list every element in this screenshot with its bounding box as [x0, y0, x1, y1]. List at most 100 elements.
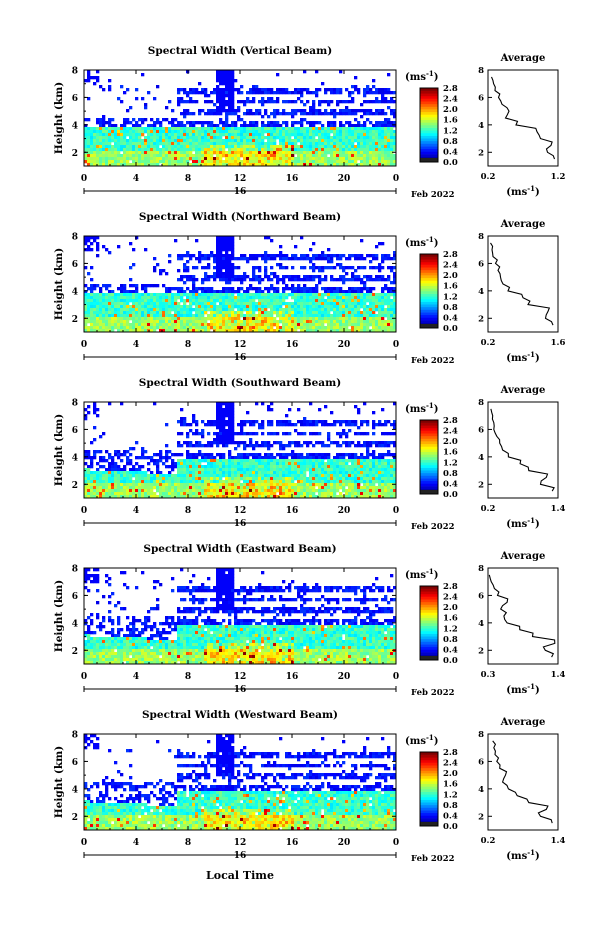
- y-axis-label: Height (km): [53, 746, 65, 818]
- x-tick-label: 0: [393, 174, 399, 184]
- average-unit-label: (ms-1): [506, 184, 539, 198]
- colorbar-tick-label: 2.0: [443, 603, 458, 613]
- x-tick-label: 0: [81, 838, 87, 848]
- date-day-label: 16: [234, 187, 247, 197]
- y-axis-label: Height (km): [53, 580, 65, 652]
- avg-x-tick-label: 0.3: [481, 670, 496, 680]
- colorbar: 0.00.40.81.21.62.02.42.8: [420, 748, 458, 832]
- avg-x-tick-label: 1.4: [551, 504, 566, 514]
- colorbar-tick-label: 0.8: [443, 801, 458, 811]
- date-month-label: Feb 2022: [411, 190, 455, 200]
- avg-y-tick-label: 6: [478, 93, 484, 103]
- avg-y-tick-label: 6: [478, 259, 484, 269]
- date-month-label: Feb 2022: [411, 356, 455, 366]
- colorbar-floor: [420, 490, 438, 494]
- heatmap-cells: [84, 734, 396, 830]
- colorbar-unit-label: (ms-1): [405, 69, 438, 83]
- colorbar-tick-label: 2.8: [443, 250, 458, 260]
- panel-title: Spectral Width (Eastward Beam): [143, 543, 336, 555]
- avg-y-tick-label: 4: [478, 453, 484, 463]
- colorbar-tick-label: 1.2: [443, 126, 458, 136]
- average-frame: [488, 236, 558, 332]
- y-tick-label: 8: [72, 731, 78, 741]
- spectral-width-panel: Spectral Width (Southward Beam)2468Heigh…: [53, 377, 565, 532]
- avg-y-tick-label: 2: [478, 480, 484, 490]
- average-profile-line: [491, 409, 554, 491]
- colorbar-tick-label: 2.0: [443, 769, 458, 779]
- colorbar-tick-label: 0.8: [443, 137, 458, 147]
- y-tick-label: 2: [72, 149, 78, 159]
- avg-y-tick-label: 4: [478, 785, 484, 795]
- spectral-width-panel: Spectral Width (Eastward Beam)2468Height…: [53, 543, 565, 698]
- colorbar-tick-label: 0.4: [443, 479, 458, 489]
- colorbar-tick-label: 0.0: [443, 822, 458, 832]
- x-tick-label: 0: [81, 340, 87, 350]
- colorbar-tick-label: 0.4: [443, 645, 458, 655]
- heatmap-cells: [84, 70, 396, 166]
- colorbar-tick-label: 1.2: [443, 292, 458, 302]
- avg-y-tick-label: 6: [478, 757, 484, 767]
- x-tick-label: 8: [185, 672, 191, 682]
- colorbar-tick-label: 2.4: [443, 593, 458, 603]
- x-tick-label: 20: [338, 506, 351, 516]
- y-tick-label: 2: [72, 481, 78, 491]
- avg-y-tick-label: 8: [478, 564, 484, 574]
- average-title: Average: [500, 717, 546, 728]
- x-tick-label: 12: [234, 174, 247, 184]
- x-tick-label: 8: [185, 506, 191, 516]
- heatmap-cells: [84, 568, 396, 664]
- x-tick-label: 8: [185, 838, 191, 848]
- avg-x-tick-label: 1.4: [551, 836, 566, 846]
- average-title: Average: [500, 385, 546, 396]
- y-tick-label: 6: [72, 426, 78, 436]
- x-tick-label: 4: [133, 506, 139, 516]
- avg-y-tick-label: 6: [478, 425, 484, 435]
- average-frame: [488, 402, 558, 498]
- y-tick-label: 4: [72, 619, 78, 629]
- y-axis-label: Height (km): [53, 414, 65, 486]
- x-tick-label: 12: [234, 340, 247, 350]
- x-tick-label: 4: [133, 340, 139, 350]
- date-day-label: 16: [234, 685, 247, 695]
- average-unit-label: (ms-1): [506, 682, 539, 696]
- panel-title: Spectral Width (Vertical Beam): [148, 45, 332, 57]
- colorbar-tick-label: 2.0: [443, 437, 458, 447]
- average-profile-line: [493, 741, 553, 823]
- colorbar-tick-label: 1.6: [443, 614, 458, 624]
- avg-x-tick-label: 1.2: [551, 172, 566, 182]
- x-tick-label: 0: [81, 174, 87, 184]
- x-tick-label: 20: [338, 838, 351, 848]
- avg-x-tick-label: 0.2: [481, 504, 496, 514]
- y-tick-label: 2: [72, 647, 78, 657]
- colorbar-tick-label: 0.8: [443, 303, 458, 313]
- y-tick-label: 8: [72, 233, 78, 243]
- avg-y-tick-label: 4: [478, 121, 484, 131]
- date-day-label: 16: [234, 851, 247, 861]
- x-tick-label: 4: [133, 174, 139, 184]
- avg-y-tick-label: 2: [478, 812, 484, 822]
- local-time-label: Local Time: [206, 869, 274, 882]
- average-profile-line: [491, 243, 554, 325]
- avg-x-tick-label: 0.2: [481, 172, 496, 182]
- colorbar-tick-label: 1.2: [443, 790, 458, 800]
- colorbar-tick-label: 0.4: [443, 811, 458, 821]
- colorbar-tick-label: 2.0: [443, 105, 458, 115]
- x-tick-label: 0: [393, 672, 399, 682]
- spectral-width-panel: Spectral Width (Vertical Beam)2468Height…: [53, 45, 565, 200]
- colorbar: 0.00.40.81.21.62.02.42.8: [420, 582, 458, 666]
- x-tick-label: 20: [338, 174, 351, 184]
- date-month-label: Feb 2022: [411, 688, 455, 698]
- colorbar: 0.00.40.81.21.62.02.42.8: [420, 250, 458, 334]
- colorbar-tick-label: 0.0: [443, 490, 458, 500]
- avg-y-tick-label: 2: [478, 646, 484, 656]
- colorbar-tick-label: 0.8: [443, 635, 458, 645]
- colorbar-tick-label: 2.8: [443, 748, 458, 758]
- colorbar-tick-label: 0.0: [443, 656, 458, 666]
- colorbar-tick-label: 1.6: [443, 448, 458, 458]
- avg-y-tick-label: 2: [478, 314, 484, 324]
